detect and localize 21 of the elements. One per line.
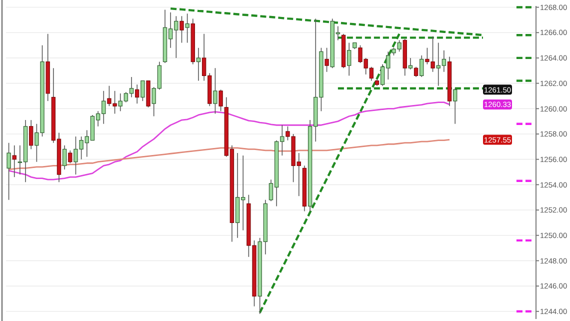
line-series [8, 102, 450, 180]
candlestick [196, 47, 201, 82]
candlestick [135, 84, 140, 104]
candlestick [185, 13, 190, 44]
candlestick [68, 150, 72, 164]
candlestick [420, 55, 424, 78]
line-series [169, 7, 484, 36]
candlestick [140, 80, 145, 102]
candlestick [29, 120, 34, 150]
candlestick [62, 144, 67, 170]
candlestick [414, 66, 418, 78]
candlestick [324, 47, 329, 72]
candlestick [408, 58, 413, 70]
candlestick [347, 42, 352, 76]
candlestick [213, 68, 218, 114]
candlestick [180, 16, 184, 44]
line-series [8, 138, 450, 170]
candlestick [453, 88, 458, 124]
candlestick [6, 142, 11, 200]
candlestick [12, 144, 16, 178]
candlestick [218, 89, 223, 112]
